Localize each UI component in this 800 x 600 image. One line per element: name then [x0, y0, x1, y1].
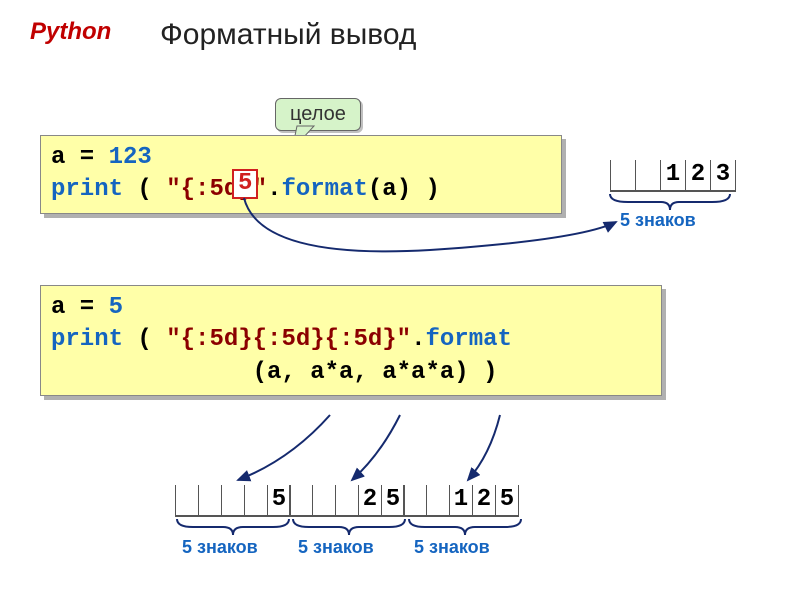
code2-num: 5: [109, 294, 123, 321]
output2-slots: 525125: [175, 485, 517, 517]
slot-cell: [335, 485, 359, 517]
code2-format: format: [425, 326, 511, 353]
slot-cell: [244, 485, 268, 517]
slot-cell: 2: [358, 485, 382, 517]
braces-output2: [175, 517, 535, 539]
brace-label-2a: 5 знаков: [182, 537, 258, 558]
slot-cell: 5: [495, 485, 519, 517]
brace-label-2b: 5 знаков: [298, 537, 374, 558]
code2-assign: a =: [51, 294, 109, 321]
slot-cell: [426, 485, 450, 517]
code2-args: (a, a*a, a*a*a) ): [51, 359, 497, 386]
code-block-2: a = 5 print ( "{:5d}{:5d}{:5d}".format (…: [40, 285, 662, 396]
slot-cell: 5: [267, 485, 291, 517]
slot-cell: [289, 485, 313, 517]
slot-cell: [198, 485, 222, 517]
slot-cell: [312, 485, 336, 517]
slot-cell: [403, 485, 427, 517]
slot-cell: 5: [381, 485, 405, 517]
code2-open: (: [123, 326, 166, 353]
slot-cell: 2: [472, 485, 496, 517]
code2-dot: .: [411, 326, 425, 353]
code2-str: "{:5d}{:5d}{:5d}": [166, 326, 411, 353]
brace-label-2c: 5 знаков: [414, 537, 490, 558]
code2-print: print: [51, 326, 123, 353]
slot-cell: [175, 485, 199, 517]
slot-cell: [221, 485, 245, 517]
slot-cell: 1: [449, 485, 473, 517]
